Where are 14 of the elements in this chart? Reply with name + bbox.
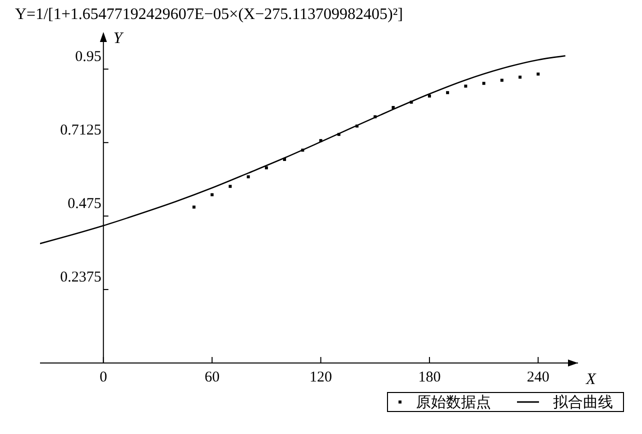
y-axis-title: Y (113, 30, 122, 48)
y-tick-label: 0.95 (75, 49, 102, 66)
y-tick-label: 0.475 (68, 196, 102, 212)
y-tick-label: 0.7125 (60, 122, 102, 139)
x-axis-title: X (586, 371, 596, 389)
x-tick-label: 120 (310, 370, 332, 386)
x-tick-label: 0 (100, 370, 108, 386)
legend-label: 拟合曲线 (553, 393, 613, 411)
x-tick-label: 180 (418, 370, 441, 386)
legend-label: 原始数据点 (416, 393, 491, 411)
chart-title: Y=1/[1+1.65477192429607E−05×(X−275.113709982405)²] (15, 6, 403, 24)
x-tick-label: 240 (526, 370, 550, 386)
y-tick-label: 0.2375 (60, 270, 102, 286)
x-tick-label: 60 (204, 370, 220, 386)
